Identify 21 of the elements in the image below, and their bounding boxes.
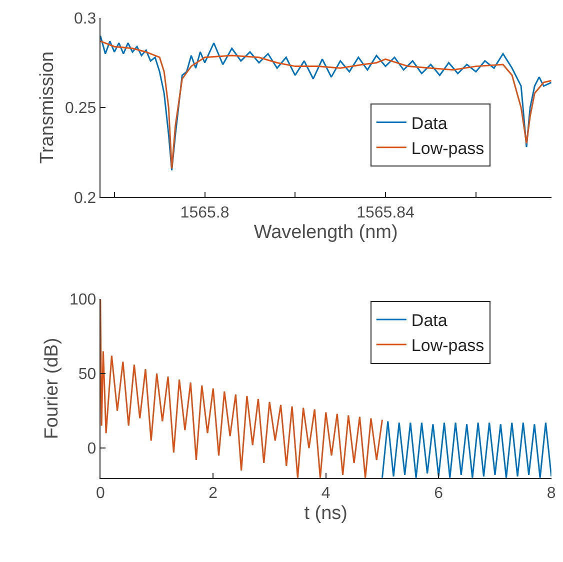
- x-tick-label: 1565.8: [180, 204, 230, 222]
- legend-label: Data: [411, 114, 448, 133]
- y-axis-title: Fourier (dB): [41, 338, 62, 440]
- legend-label: Low-pass: [411, 336, 484, 356]
- y-tick-label: 0.2: [74, 190, 96, 207]
- legend-label: Data: [411, 311, 448, 330]
- x-tick-label: 4: [321, 485, 330, 502]
- x-tick-label: 6: [434, 485, 444, 502]
- x-tick-label: 1565.84: [356, 204, 415, 222]
- y-axis-title: Transmission: [36, 51, 58, 164]
- x-axis-title: t (ns): [304, 502, 348, 524]
- x-axis-title: Wavelength (nm): [254, 222, 398, 244]
- y-tick-label: 0.25: [65, 100, 96, 118]
- legend-label: Low-pass: [411, 139, 484, 158]
- y-tick-label: 100: [69, 292, 96, 309]
- line-series: [381, 420, 552, 478]
- x-tick-label: 2: [208, 485, 218, 502]
- y-tick-label: 0.3: [74, 10, 96, 28]
- y-tick-label: 50: [78, 366, 96, 384]
- y-tick-label: 0: [87, 440, 96, 458]
- x-tick-label: 8: [546, 485, 556, 502]
